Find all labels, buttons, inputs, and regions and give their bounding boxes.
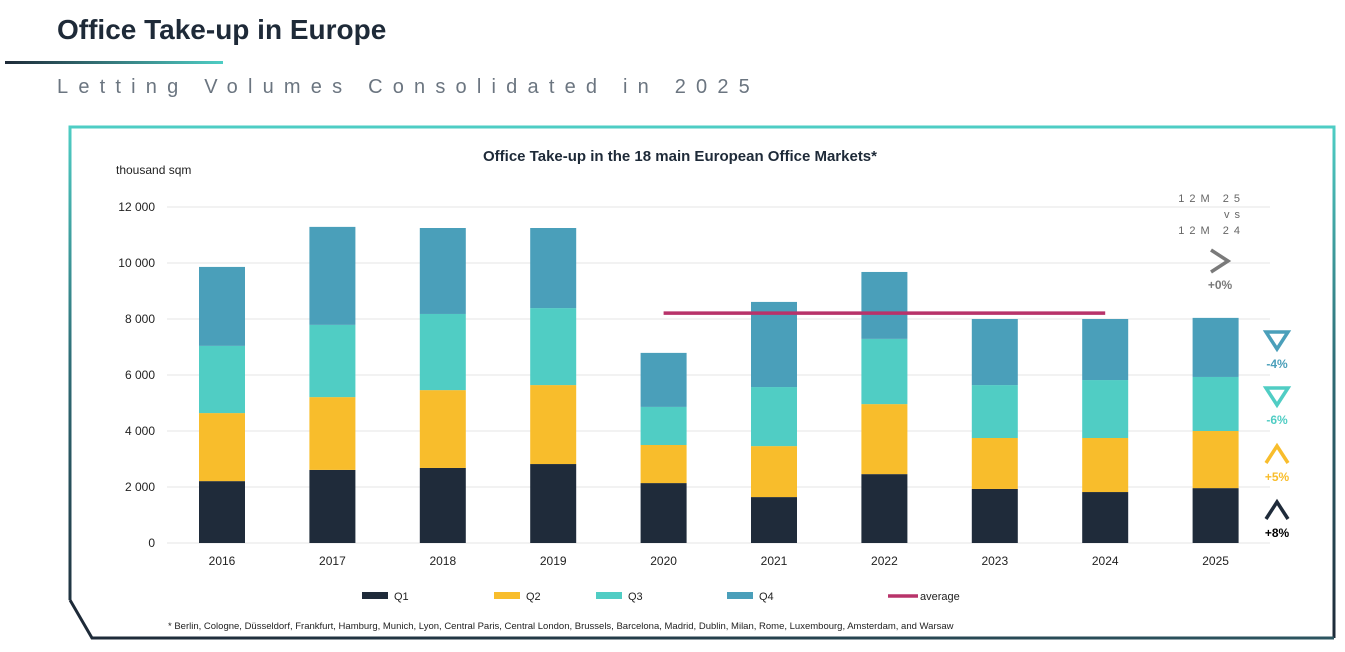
bar-q2-2023 (971, 438, 1018, 489)
comparison-label-1: 12M 25 (1178, 193, 1245, 205)
bar-q1-2021 (751, 497, 797, 543)
y-tick-label: 6 000 (125, 368, 155, 382)
bar-q2-2025 (1192, 431, 1239, 489)
bar-q4-2025 (1192, 317, 1239, 377)
bar-q1-2022 (861, 474, 908, 543)
bar-q4-2016 (199, 266, 245, 346)
bar-q4-2021 (751, 301, 797, 388)
legend-label-q2: Q2 (526, 591, 541, 603)
x-tick-label: 2017 (319, 554, 346, 568)
x-tick-label: 2021 (761, 554, 788, 568)
y-tick-label: 12 000 (118, 200, 155, 214)
x-tick-label: 2020 (650, 554, 677, 568)
bar-q1-2024 (1082, 492, 1129, 543)
bar-q1-2017 (309, 469, 356, 543)
y-tick-label: 2 000 (125, 480, 155, 494)
bar-q4-2018 (419, 228, 466, 314)
bar-q4-2020 (640, 352, 687, 407)
bar-q3-2016 (199, 345, 245, 414)
comparison-label-3: 12M 24 (1178, 225, 1245, 237)
comparison-total-value: +0% (1208, 278, 1233, 292)
comparison-q4-value: -4% (1266, 357, 1288, 371)
x-tick-label: 2018 (429, 554, 456, 568)
bar-q1-2018 (419, 467, 466, 543)
page-title: Office Take-up in Europe (57, 14, 387, 45)
bar-q4-2017 (309, 226, 356, 325)
x-tick-label: 2019 (540, 554, 567, 568)
bar-q3-2021 (751, 387, 797, 447)
footnote: * Berlin, Cologne, Düsseldorf, Frankfurt… (168, 621, 954, 632)
bar-q1-2019 (530, 464, 577, 543)
chart-frame (68, 125, 1336, 640)
legend-label-q3: Q3 (628, 591, 643, 603)
comparison-q3-value: -6% (1266, 413, 1288, 427)
x-tick-label: 2025 (1202, 554, 1229, 568)
bar-q1-2020 (640, 483, 687, 543)
legend-swatch-q3 (596, 592, 622, 599)
comparison-panel: 12M 25 vs 12M 24 +0% -4% -6% +5% +8% (1178, 193, 1292, 540)
legend-label-q1: Q1 (394, 591, 409, 603)
arrow-right-icon (1210, 248, 1232, 274)
legend-swatch-q1 (362, 592, 388, 599)
comparison-label-2: vs (1224, 209, 1245, 221)
x-tick-label: 2024 (1092, 554, 1119, 568)
y-tick-label: 8 000 (125, 312, 155, 326)
bar-q2-2020 (640, 445, 687, 484)
title-underline (5, 61, 223, 64)
bar-q1-2023 (971, 488, 1018, 543)
bar-q2-2022 (861, 404, 908, 475)
bar-q4-2019 (530, 228, 577, 309)
comparison-q2-value: +5% (1265, 470, 1290, 484)
x-tick-label: 2016 (209, 554, 236, 568)
bar-q3-2018 (419, 313, 466, 391)
chart-title: Office Take-up in the 18 main European O… (483, 148, 877, 165)
arrow-up-icon (1264, 498, 1290, 520)
bar-q2-2021 (751, 446, 797, 498)
y-tick-label: 4 000 (125, 424, 155, 438)
bar-q3-2024 (1082, 380, 1129, 438)
bar-q2-2016 (199, 413, 245, 482)
bar-q4-2024 (1082, 319, 1129, 381)
bar-q1-2025 (1192, 488, 1239, 543)
y-tick-label: 10 000 (118, 256, 155, 270)
arrow-down-icon (1262, 386, 1292, 409)
legend-swatch-q4 (727, 592, 753, 599)
page-subtitle: Letting Volumes Consolidated in 2025 (57, 76, 760, 98)
bar-q3-2019 (530, 308, 577, 386)
x-tick-label: 2023 (981, 554, 1008, 568)
bar-q2-2018 (419, 390, 466, 468)
y-tick-label: 0 (148, 536, 155, 550)
legend-label-average: average (920, 591, 960, 603)
bar-q4-2023 (971, 319, 1018, 386)
bar-q3-2020 (640, 406, 687, 445)
y-axis-label: thousand sqm (116, 163, 191, 177)
bar-q1-2016 (199, 481, 245, 543)
bar-q2-2017 (309, 397, 356, 470)
x-tick-label: 2022 (871, 554, 898, 568)
arrow-down-icon (1262, 330, 1292, 353)
bar-q3-2017 (309, 324, 356, 398)
legend-swatch-q2 (494, 592, 520, 599)
bar-q2-2024 (1082, 438, 1129, 493)
bar-q3-2023 (971, 385, 1018, 438)
comparison-q1-value: +8% (1265, 526, 1290, 540)
legend-label-q4: Q4 (759, 591, 774, 603)
bar-q3-2022 (861, 338, 908, 405)
arrow-up-icon (1264, 442, 1290, 464)
bar-q2-2019 (530, 385, 577, 465)
bar-q4-2022 (861, 271, 908, 339)
bar-q3-2025 (1192, 376, 1239, 431)
